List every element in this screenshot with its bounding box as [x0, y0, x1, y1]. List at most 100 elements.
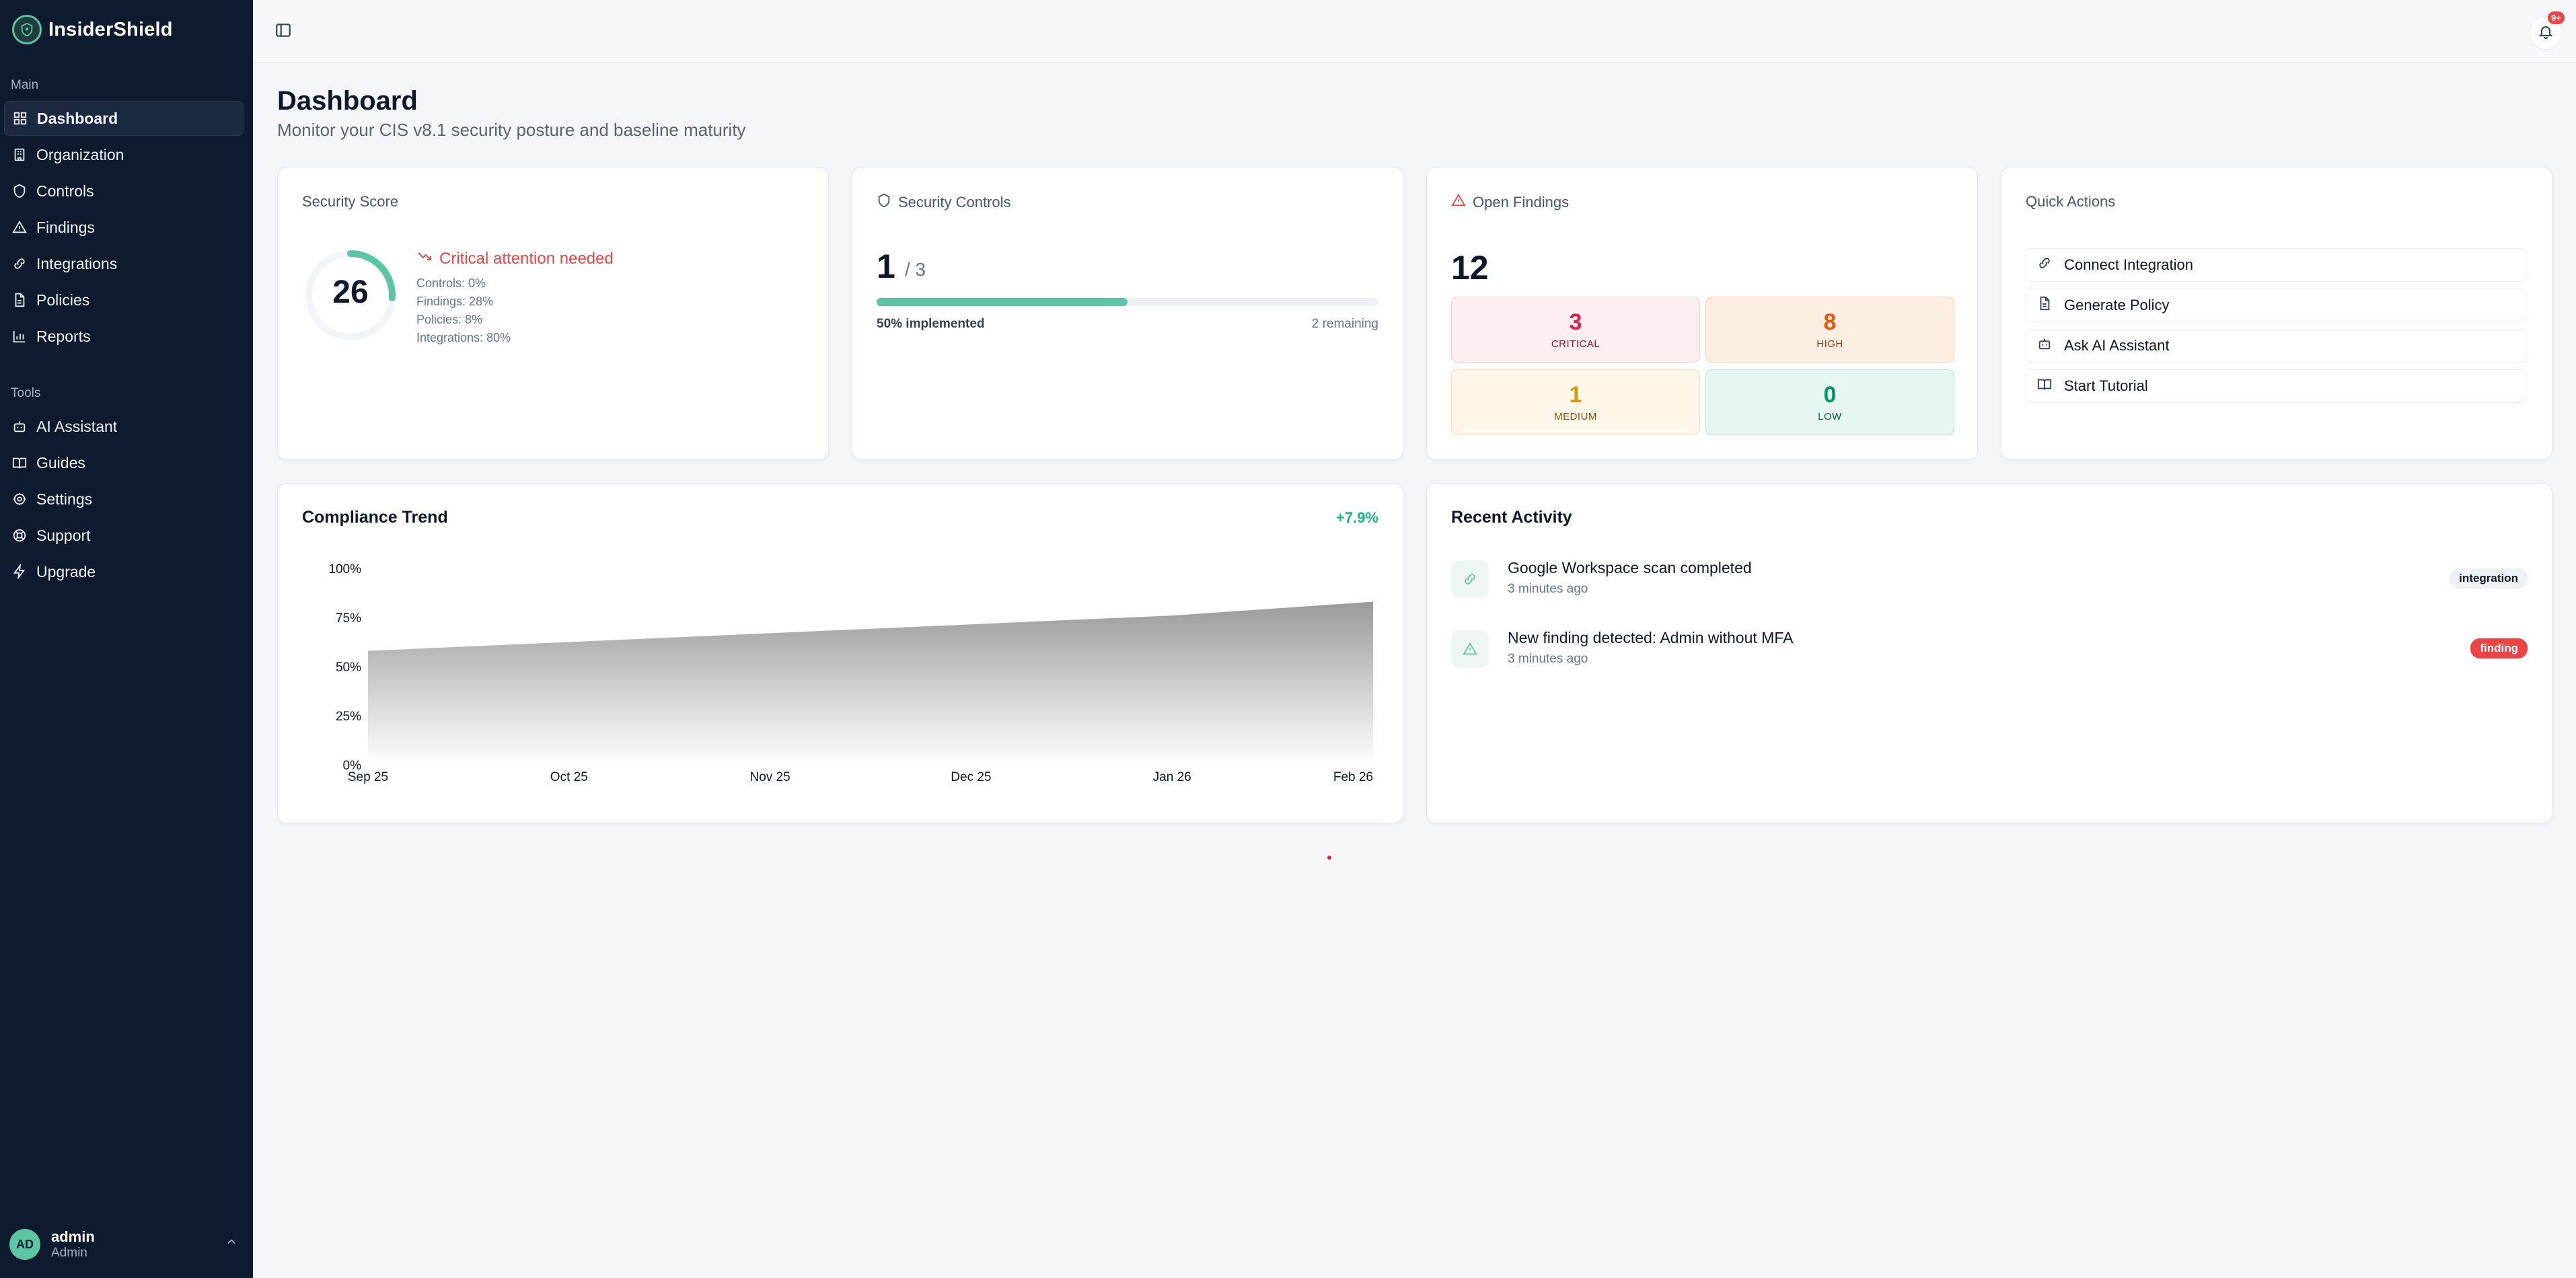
recent-activity-card: Recent Activity Google Workspace scan co… [1426, 483, 2552, 823]
link-icon [12, 256, 27, 271]
controls-progress-fill [877, 298, 1128, 306]
x-tick-label: Dec 25 [951, 770, 991, 784]
sidebar-item-support[interactable]: Support [4, 518, 244, 553]
x-tick-label: Nov 25 [749, 770, 790, 784]
card-title: Recent Activity [1451, 508, 1572, 527]
y-tick-label: 25% [336, 710, 361, 724]
severity-label: MEDIUM [1554, 411, 1597, 422]
app-name: InsiderShield [48, 18, 173, 40]
sidebar-item-label: Organization [36, 145, 124, 163]
user-name: admin [51, 1228, 95, 1245]
score-breakdown-policies: Policies: 8% [416, 313, 483, 326]
sidebar-item-policies[interactable]: Policies [4, 283, 244, 317]
sidebar-item-organization[interactable]: Organization [4, 137, 244, 172]
topbar: 9+ [253, 0, 2576, 63]
severity-label: HIGH [1816, 338, 1843, 350]
quick-actions-card: Quick Actions Connect Integration Genera… [2001, 167, 2552, 460]
sidebar-item-controls[interactable]: Controls [4, 174, 244, 209]
x-tick-label: Feb 26 [1333, 770, 1373, 784]
severity-label: CRITICAL [1551, 338, 1600, 350]
warning-icon [1451, 630, 1489, 668]
score-breakdown-controls: Controls: 0% [416, 276, 486, 290]
warning-icon [1451, 193, 1466, 212]
score-gauge-arc [305, 250, 396, 340]
score-breakdown-integrations: Integrations: 80% [416, 331, 511, 344]
severity-count: 3 [1569, 309, 1582, 335]
status-dot [1327, 856, 1331, 860]
controls-total: / 3 [905, 259, 926, 280]
card-title: Quick Actions [2026, 193, 2116, 210]
controls-remaining-label: 2 remaining [1311, 317, 1378, 331]
user-menu[interactable]: AD admin Admin [9, 1228, 238, 1261]
sidebar: InsiderShield Main Dashboard Organizatio… [0, 0, 253, 1278]
quick-action-label: Start Tutorial [2064, 377, 2148, 394]
sidebar-item-ai-assistant[interactable]: AI Assistant [4, 409, 244, 444]
page-title: Dashboard [277, 86, 418, 116]
card-title: Security Score [302, 193, 399, 210]
bot-icon [12, 419, 27, 434]
sidebar-item-label: Upgrade [36, 562, 96, 580]
notifications-button[interactable]: 9+ [2529, 11, 2565, 50]
bell-icon [2538, 24, 2554, 43]
card-title-text: Security Controls [898, 194, 1011, 211]
score-status: Critical attention needed [416, 248, 614, 269]
card-title-text: Open Findings [1473, 194, 1570, 211]
activity-text: New finding detected: Admin without MFA [1508, 629, 1794, 646]
document-icon [2037, 296, 2052, 315]
x-tick-label: Jan 26 [1153, 770, 1191, 784]
generate-policy-button[interactable]: Generate Policy [2026, 289, 2526, 322]
activity-item[interactable]: Google Workspace scan completed 3 minute… [1451, 555, 2528, 602]
sidebar-item-upgrade[interactable]: Upgrade [4, 554, 244, 589]
link-icon [2037, 256, 2052, 274]
notification-badge: 9+ [2548, 11, 2565, 24]
controls-progress-label: 50% implemented [877, 317, 985, 331]
sidebar-item-reports[interactable]: Reports [4, 319, 244, 354]
activity-item[interactable]: New finding detected: Admin without MFA … [1451, 625, 2528, 672]
sidebar-item-label: Policies [36, 291, 90, 309]
score-breakdown-findings: Findings: 28% [416, 295, 494, 308]
section-label-tools: Tools [11, 386, 41, 400]
sidebar-item-findings[interactable]: Findings [4, 210, 244, 245]
connect-integration-button[interactable]: Connect Integration [2026, 248, 2526, 282]
activity-time: 3 minutes ago [1508, 652, 1588, 666]
sidebar-item-guides[interactable]: Guides [4, 445, 244, 480]
card-title: Compliance Trend [302, 508, 448, 527]
bar-chart-icon [12, 329, 27, 344]
controls-implemented: 1 [877, 248, 895, 285]
severity-tile-critical[interactable]: 3 CRITICAL [1451, 297, 1700, 363]
user-role: Admin [51, 1246, 87, 1260]
severity-tile-low[interactable]: 0 LOW [1705, 369, 1954, 435]
y-tick-label: 0% [343, 759, 362, 773]
avatar: AD [9, 1229, 40, 1260]
section-label-main: Main [11, 78, 39, 92]
severity-tile-medium[interactable]: 1 MEDIUM [1451, 369, 1700, 435]
x-tick-label: Sep 25 [348, 770, 388, 784]
sidebar-item-integrations[interactable]: Integrations [4, 246, 244, 281]
activity-text: Google Workspace scan completed [1508, 559, 1752, 576]
shield-icon [12, 184, 27, 198]
grid-icon [13, 111, 28, 126]
findings-total: 12 [1451, 249, 1489, 287]
ask-ai-assistant-button[interactable]: Ask AI Assistant [2026, 329, 2526, 363]
sidebar-item-label: Reports [36, 327, 91, 345]
severity-tile-high[interactable]: 8 HIGH [1705, 297, 1954, 363]
sidebar-item-label: Support [36, 526, 91, 544]
score-status-text: Critical attention needed [439, 249, 614, 268]
start-tutorial-button[interactable]: Start Tutorial [2026, 369, 2526, 403]
brand[interactable]: InsiderShield [12, 15, 173, 44]
sidebar-item-label: Guides [36, 453, 85, 472]
severity-count: 0 [1823, 382, 1837, 408]
score-gauge [305, 250, 396, 340]
sidebar-item-dashboard[interactable]: Dashboard [4, 101, 244, 136]
chevron-up-icon[interactable] [225, 1235, 238, 1252]
sidebar-item-label: Integrations [36, 254, 118, 272]
card-title: Security Controls [877, 193, 1011, 212]
sidebar-toggle-icon[interactable] [274, 22, 292, 42]
sidebar-item-settings[interactable]: Settings [4, 482, 244, 517]
open-findings-card: Open Findings 12 3 CRITICAL 8 HIGH 1 MED… [1426, 167, 1978, 460]
trend-area [368, 601, 1373, 765]
severity-count: 1 [1569, 382, 1582, 408]
compliance-trend-chart: 0% 25% 50% 75% 100% Sep 25 Oct 25 Nov 25 Dec 25… [328, 562, 1373, 784]
x-tick-label: Oct 25 [550, 770, 588, 784]
activity-tag: finding [2470, 638, 2528, 659]
